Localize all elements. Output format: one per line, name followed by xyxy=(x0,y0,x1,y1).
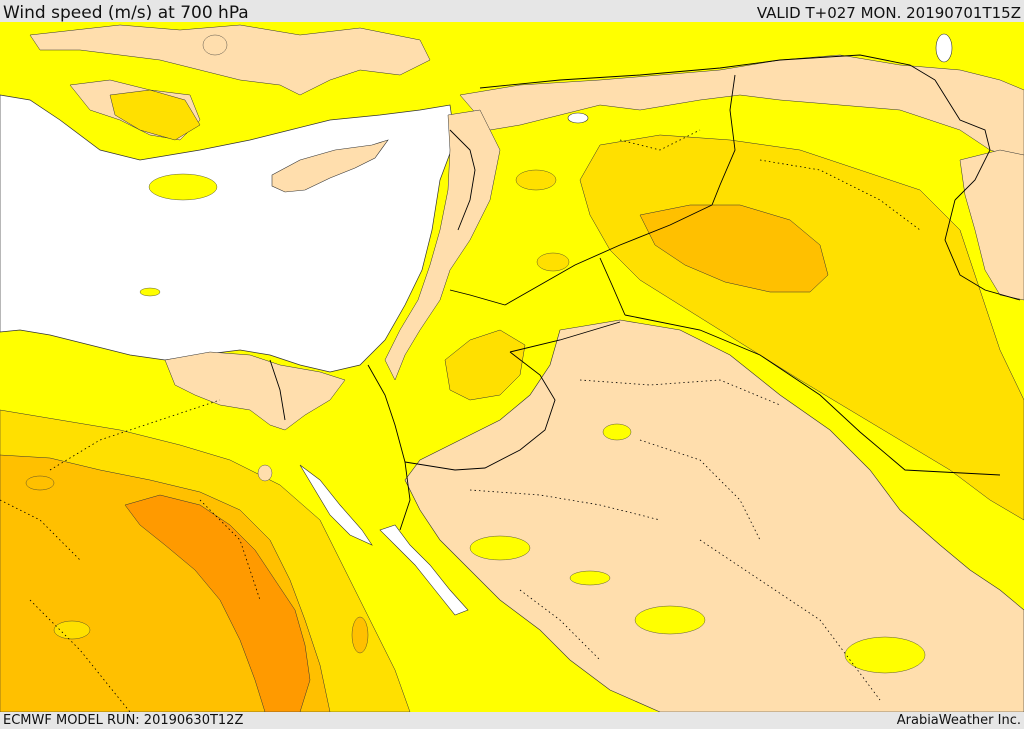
amber-zone-iraq xyxy=(639,204,829,293)
calm-pocket xyxy=(202,34,228,56)
gold-pocket xyxy=(25,475,55,491)
calm-zone-arabia xyxy=(404,319,1024,712)
gold-pocket xyxy=(515,169,557,191)
yellow-pocket xyxy=(469,535,531,561)
gold-pocket xyxy=(536,252,570,272)
cyprus-island xyxy=(271,139,389,193)
country-borders xyxy=(269,54,1021,531)
gulf-of-aqaba xyxy=(379,524,469,616)
yellow-pocket xyxy=(634,605,706,635)
calm-pocket xyxy=(257,464,273,482)
gold-pocket xyxy=(351,616,369,654)
yellow-pocket xyxy=(569,570,611,586)
map-title: Wind speed (m/s) at 700 hPa xyxy=(3,3,249,23)
gold-pocket xyxy=(53,620,91,640)
lake-van xyxy=(935,33,953,63)
gold-zone-northwest xyxy=(109,89,201,141)
calm-zone-turkey xyxy=(29,24,431,96)
yellow-pocket xyxy=(844,636,926,674)
yellow-pocket xyxy=(139,287,161,297)
calm-zone-sinai xyxy=(164,351,346,431)
yellow-pocket xyxy=(148,173,218,201)
footer-bar xyxy=(0,712,1024,729)
lake-assad xyxy=(567,112,589,124)
model-run-label: ECMWF MODEL RUN: 20190630T12Z xyxy=(3,713,244,728)
wind-speed-map xyxy=(0,22,1024,712)
header-bar xyxy=(0,0,1024,22)
gold-zone-jordan xyxy=(444,329,526,401)
admin-borders xyxy=(0,129,921,712)
red-sea xyxy=(299,464,373,546)
valid-time: VALID T+027 MON. 20190701T15Z xyxy=(756,4,1021,22)
yellow-pocket xyxy=(602,423,632,441)
credit-label: ArabiaWeather Inc. xyxy=(896,713,1021,728)
calm-zone-gulf-east xyxy=(959,149,1024,301)
calm-zone-levant xyxy=(384,109,501,381)
orange-zone-egypt xyxy=(124,494,311,712)
